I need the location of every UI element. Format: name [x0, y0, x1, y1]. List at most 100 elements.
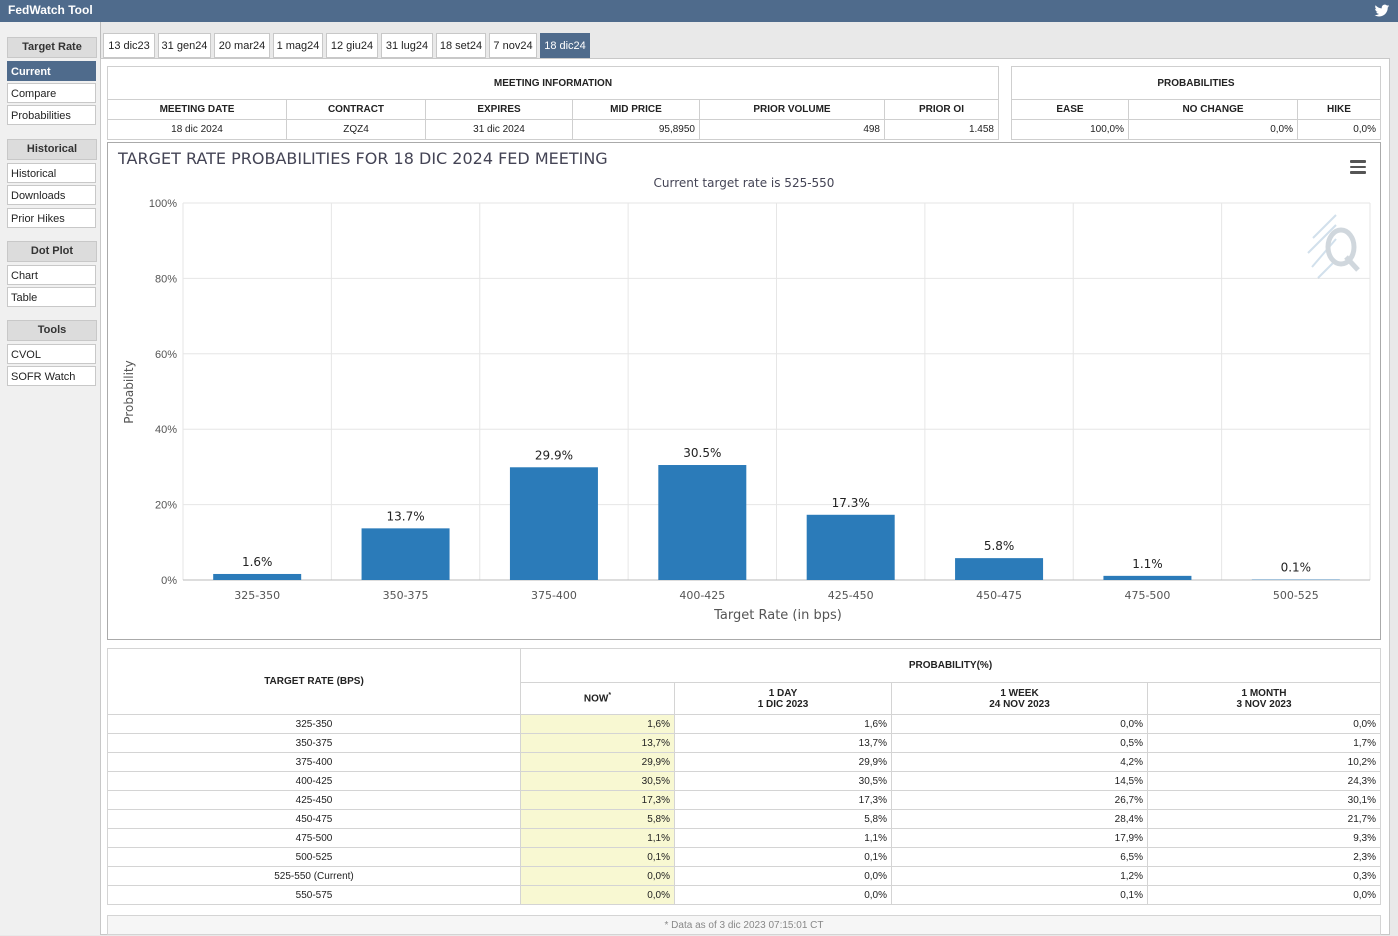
now-cell: 1,6% — [521, 715, 675, 734]
meeting-date-value: 18 dic 2024 — [108, 120, 287, 140]
x-tick-label: 475-500 — [1124, 589, 1170, 602]
sidebar-item-chart[interactable]: Chart — [7, 265, 96, 285]
one-week-cell: 0,0% — [892, 715, 1148, 734]
one-day-cell: 1,6% — [675, 715, 892, 734]
one-day-cell: 0,1% — [675, 848, 892, 867]
one-month-cell: 9,3% — [1148, 829, 1381, 848]
y-tick-label: 40% — [155, 424, 177, 436]
meeting-tab-7-nov24[interactable]: 7 nov24 — [489, 33, 537, 58]
x-tick-label: 500-525 — [1273, 589, 1319, 602]
one-month-cell: 30,1% — [1148, 791, 1381, 810]
one-week-cell: 14,5% — [892, 772, 1148, 791]
sidebar-item-downloads[interactable]: Downloads — [7, 185, 96, 205]
prior-oi-value: 1.458 — [885, 120, 999, 140]
meeting-tab-13-dic23[interactable]: 13 dic23 — [103, 33, 155, 58]
sidebar-item-cvol[interactable]: CVOL — [7, 344, 96, 364]
one-month-cell: 0,3% — [1148, 867, 1381, 886]
x-tick-label: 425-450 — [828, 589, 874, 602]
twitter-icon[interactable] — [1374, 3, 1390, 19]
chart-subtitle: Current target rate is 525-550 — [654, 176, 835, 190]
rate-cell: 500-525 — [108, 848, 521, 867]
y-axis-title: Probability — [122, 360, 136, 423]
y-tick-label: 0% — [161, 575, 177, 587]
one-month-cell: 0,0% — [1148, 886, 1381, 905]
one-day-cell: 30,5% — [675, 772, 892, 791]
rate-cell: 350-375 — [108, 734, 521, 753]
sidebar-item-prior-hikes[interactable]: Prior Hikes — [7, 208, 96, 228]
now-cell: 29,9% — [521, 753, 675, 772]
now-header: NOW* — [521, 683, 675, 715]
header-contract: CONTRACT — [287, 100, 426, 120]
title-bar: FedWatch Tool — [0, 0, 1398, 22]
one-month-cell: 10,2% — [1148, 753, 1381, 772]
now-cell: 17,3% — [521, 791, 675, 810]
now-cell: 5,8% — [521, 810, 675, 829]
expires-value: 31 dic 2024 — [426, 120, 573, 140]
contract-value: ZQZ4 — [287, 120, 426, 140]
y-tick-label: 20% — [155, 500, 177, 512]
header-no-change: NO CHANGE — [1129, 100, 1298, 120]
bar-data-label: 30.5% — [683, 446, 721, 460]
x-tick-label: 325-350 — [234, 589, 280, 602]
sidebar-item-compare[interactable]: Compare — [7, 83, 96, 103]
meeting-tab-18-dic24[interactable]: 18 dic24 — [540, 33, 590, 58]
bar-data-label: 1.6% — [242, 555, 273, 569]
one-week-cell: 17,9% — [892, 829, 1148, 848]
x-axis-title: Target Rate (in bps) — [713, 608, 842, 623]
bar-data-label: 0.1% — [1281, 561, 1312, 575]
now-cell: 0,0% — [521, 867, 675, 886]
probability-header: PROBABILITY(%) — [521, 649, 1381, 683]
sidebar-item-probabilities[interactable]: Probabilities — [7, 105, 96, 125]
chart-title: TARGET RATE PROBABILITIES FOR 18 DIC 202… — [117, 149, 608, 168]
target-rate-header: TARGET RATE (BPS) — [108, 649, 521, 715]
meeting-tab-31-gen24[interactable]: 31 gen24 — [158, 33, 211, 58]
hamburger-menu-icon[interactable] — [1350, 160, 1366, 174]
meeting-tab-12-giu24[interactable]: 12 giu24 — [326, 33, 378, 58]
sidebar-item-current[interactable]: Current — [7, 61, 96, 81]
x-tick-label: 350-375 — [383, 589, 429, 602]
meeting-tab-1-mag24[interactable]: 1 mag24 — [273, 33, 323, 58]
chart-bar — [213, 574, 301, 580]
bar-data-label: 5.8% — [984, 539, 1015, 553]
one-month-cell: 2,3% — [1148, 848, 1381, 867]
chart-bar — [955, 558, 1043, 580]
sidebar-item-table[interactable]: Table — [7, 287, 96, 307]
rate-cell: 325-350 — [108, 715, 521, 734]
data-as-of-footnote: * Data as of 3 dic 2023 07:15:01 CT — [107, 915, 1381, 935]
header-meeting-date: MEETING DATE — [108, 100, 287, 120]
one-week-cell: 0,1% — [892, 886, 1148, 905]
probabilities-title: PROBABILITIES — [1012, 67, 1381, 100]
hike-value: 0,0% — [1298, 120, 1381, 140]
sidebar-item-sofr-watch[interactable]: SOFR Watch — [7, 366, 96, 386]
chart-bar — [362, 528, 450, 580]
y-tick-label: 60% — [155, 349, 177, 361]
header-prior-volume: PRIOR VOLUME — [700, 100, 885, 120]
bar-data-label: 13.7% — [387, 509, 425, 523]
one-day-cell: 0,0% — [675, 867, 892, 886]
one-day-cell: 0,0% — [675, 886, 892, 905]
quikstrike-logo-icon — [1308, 215, 1358, 278]
meeting-tab-31-lug24[interactable]: 31 lug24 — [381, 33, 433, 58]
x-tick-label: 400-425 — [679, 589, 725, 602]
chart-bar — [658, 465, 746, 580]
one-week-cell: 4,2% — [892, 753, 1148, 772]
now-cell: 13,7% — [521, 734, 675, 753]
probabilities-summary-table: PROBABILITIES EASE NO CHANGE HIKE 100,0%… — [1011, 66, 1381, 140]
rate-cell: 475-500 — [108, 829, 521, 848]
sidebar-heading-tools: Tools — [7, 320, 97, 341]
ease-value: 100,0% — [1012, 120, 1129, 140]
one-week-cell: 0,5% — [892, 734, 1148, 753]
meeting-tab-20-mar24[interactable]: 20 mar24 — [214, 33, 270, 58]
meeting-tab-18-set24[interactable]: 18 set24 — [436, 33, 486, 58]
header-mid-price: MID PRICE — [573, 100, 700, 120]
sidebar-item-historical[interactable]: Historical — [7, 163, 96, 183]
one-month-cell: 0,0% — [1148, 715, 1381, 734]
